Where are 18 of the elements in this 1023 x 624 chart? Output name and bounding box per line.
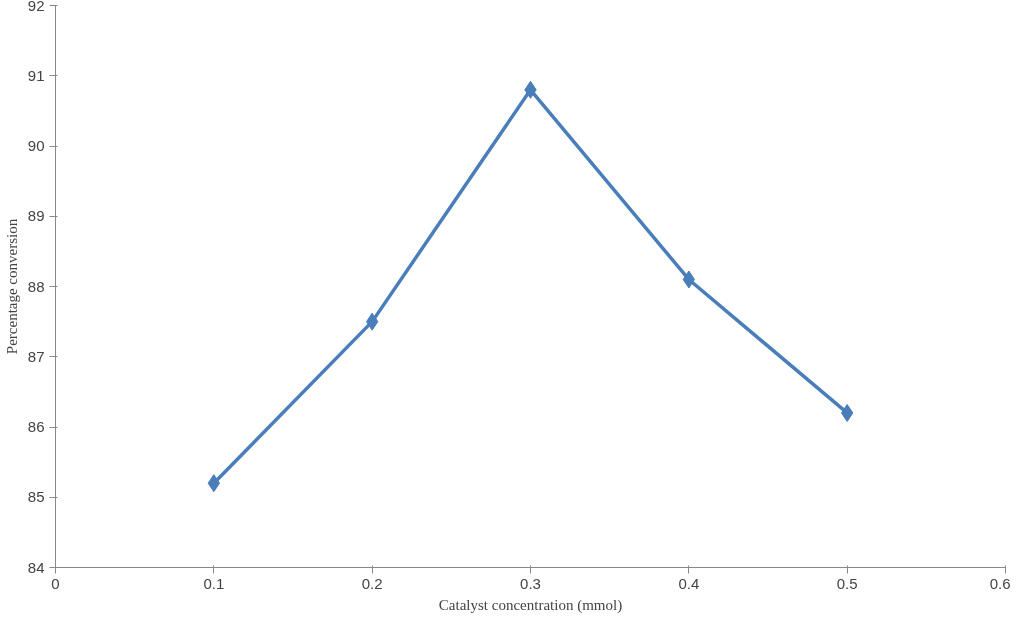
x-tick-label: 0.2: [361, 574, 383, 592]
x-tick-label: 0.5: [836, 574, 858, 592]
y-tick-label: 90: [27, 137, 45, 154]
y-tick-label: 85: [27, 488, 45, 506]
y-tick-label: 86: [27, 418, 45, 435]
x-tick-label: 0: [51, 574, 60, 592]
y-tick-label: 91: [27, 66, 45, 84]
x-tick-label: 0.6: [989, 574, 1011, 592]
y-tick-label: 89: [27, 207, 45, 225]
y-tick-label: 87: [27, 347, 45, 365]
y-axis-title: Percentage conversion: [3, 218, 20, 355]
x-axis-title: Catalyst concentration (mmol): [438, 596, 623, 614]
y-tick-label: 84: [27, 558, 45, 576]
y-tick-label: 92: [27, 0, 45, 14]
x-tick-label: 0.3: [520, 574, 541, 592]
x-tick-label: 0.1: [203, 574, 225, 592]
x-tick-label: 0.4: [678, 574, 700, 592]
y-tick-label: 88: [27, 277, 45, 295]
